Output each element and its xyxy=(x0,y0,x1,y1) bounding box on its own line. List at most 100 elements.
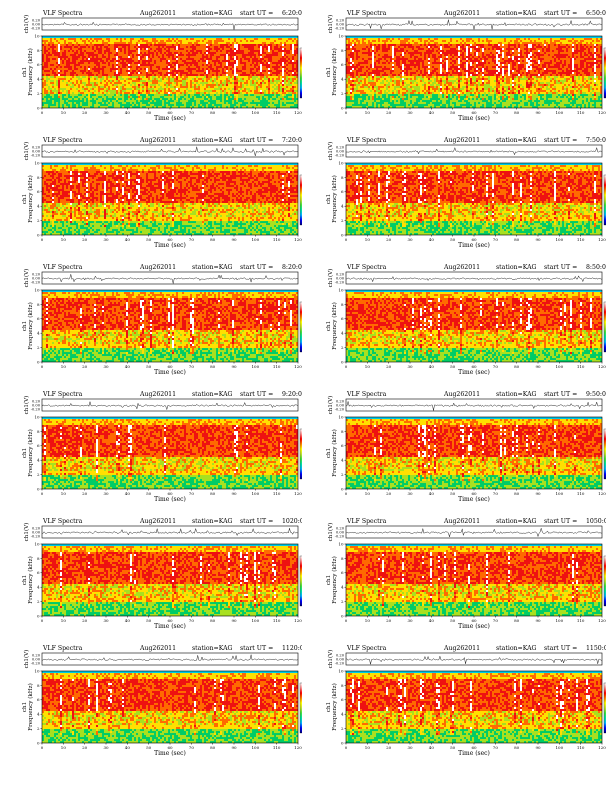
heatmap-cell xyxy=(172,102,174,104)
heatmap-cell xyxy=(60,98,62,100)
heatmap-cell xyxy=(226,90,228,92)
heatmap-cell xyxy=(246,48,248,50)
heatmap-cell xyxy=(112,70,114,72)
heatmap-cell xyxy=(286,66,288,68)
heatmap-cell xyxy=(88,72,90,74)
heatmap-cell xyxy=(252,64,254,66)
heatmap-cell xyxy=(142,70,144,72)
heatmap-cell xyxy=(182,62,184,64)
heatmap-cell xyxy=(66,72,68,74)
heatmap-cell xyxy=(82,56,84,58)
heatmap-cell xyxy=(84,80,86,82)
heatmap-cell xyxy=(172,50,174,52)
heatmap-cell xyxy=(48,74,50,76)
heatmap-cell xyxy=(356,58,358,60)
heatmap-cell xyxy=(192,36,194,38)
heatmap-cell xyxy=(198,52,200,54)
heatmap-cell xyxy=(364,36,366,38)
heatmap-cell xyxy=(50,70,52,72)
heatmap-cell xyxy=(88,74,90,76)
heatmap-cell xyxy=(152,92,154,94)
heatmap-cell xyxy=(134,38,136,40)
heatmap-cell xyxy=(182,82,184,84)
heatmap-cell xyxy=(166,74,168,76)
heatmap-cell xyxy=(354,54,356,56)
heatmap-cell xyxy=(236,76,238,78)
heatmap-cell xyxy=(166,78,168,80)
heatmap-cell xyxy=(222,88,224,90)
heatmap-cell xyxy=(278,64,280,66)
heatmap-cell xyxy=(124,66,126,68)
heatmap-cell xyxy=(374,62,376,64)
heatmap-cell xyxy=(170,42,172,44)
heatmap-cell xyxy=(272,88,274,90)
heatmap-cell xyxy=(126,88,128,90)
heatmap-cell xyxy=(240,36,242,38)
heatmap-cell xyxy=(186,86,188,88)
heatmap-cell xyxy=(362,80,364,82)
heatmap-cell xyxy=(360,62,362,64)
heatmap-cell xyxy=(178,80,180,82)
heatmap-cell xyxy=(252,52,254,54)
heatmap-cell xyxy=(48,36,50,38)
heatmap-cell xyxy=(366,50,368,52)
heatmap-cell xyxy=(52,66,54,68)
heatmap-cell xyxy=(250,44,252,46)
heatmap-cell xyxy=(148,50,150,52)
heatmap-cell xyxy=(374,58,376,60)
heatmap-cell xyxy=(164,80,166,82)
heatmap-cell xyxy=(286,70,288,72)
heatmap-cell xyxy=(200,68,202,70)
heatmap-cell xyxy=(368,84,370,86)
heatmap-cell xyxy=(102,42,104,44)
heatmap-cell xyxy=(106,94,108,96)
heatmap-cell xyxy=(216,48,218,50)
heatmap-cell xyxy=(122,46,124,48)
heatmap-cell xyxy=(100,82,102,84)
heatmap-cell xyxy=(366,66,368,68)
heatmap-cell xyxy=(238,54,240,56)
heatmap-cell xyxy=(64,64,66,66)
heatmap-cell xyxy=(168,98,170,100)
heatmap-cell xyxy=(380,70,382,72)
heatmap-cell xyxy=(114,80,116,82)
heatmap-cell xyxy=(272,62,274,64)
heatmap-cell xyxy=(192,102,194,104)
heatmap-cell xyxy=(54,44,56,46)
heatmap-cell xyxy=(212,66,214,68)
heatmap-cell xyxy=(158,90,160,92)
heatmap-cell xyxy=(198,58,200,60)
heatmap-cell xyxy=(78,62,80,64)
heatmap-cell xyxy=(386,86,388,88)
heatmap-cell xyxy=(388,80,390,82)
heatmap-cell xyxy=(350,92,352,94)
heatmap-cell xyxy=(230,90,232,92)
heatmap-cell xyxy=(170,54,172,56)
heatmap-cell xyxy=(364,58,366,60)
heatmap-cell xyxy=(222,58,224,60)
heatmap-cell xyxy=(390,80,392,82)
heatmap-cell xyxy=(276,68,278,70)
heatmap-cell xyxy=(130,50,132,52)
heatmap-cell xyxy=(156,64,158,66)
heatmap-cell xyxy=(152,44,154,46)
heatmap-cell xyxy=(376,38,378,40)
heatmap-cell xyxy=(346,56,348,58)
heatmap-cell xyxy=(146,82,148,84)
heatmap-cell xyxy=(260,40,262,42)
heatmap-cell xyxy=(268,40,270,42)
heatmap-cell xyxy=(242,68,244,70)
heatmap-cell xyxy=(90,82,92,84)
heatmap-cell xyxy=(366,64,368,66)
heatmap-cell xyxy=(250,56,252,58)
heatmap-cell xyxy=(278,96,280,98)
heatmap-cell xyxy=(134,60,136,62)
heatmap-cell xyxy=(382,52,384,54)
heatmap-cell xyxy=(90,54,92,56)
heatmap-cell xyxy=(380,82,382,84)
heatmap-cell xyxy=(152,104,154,106)
heatmap-cell xyxy=(246,90,248,92)
heatmap-cell xyxy=(144,72,146,74)
heatmap-cell xyxy=(362,86,364,88)
heatmap-cell xyxy=(374,56,376,58)
